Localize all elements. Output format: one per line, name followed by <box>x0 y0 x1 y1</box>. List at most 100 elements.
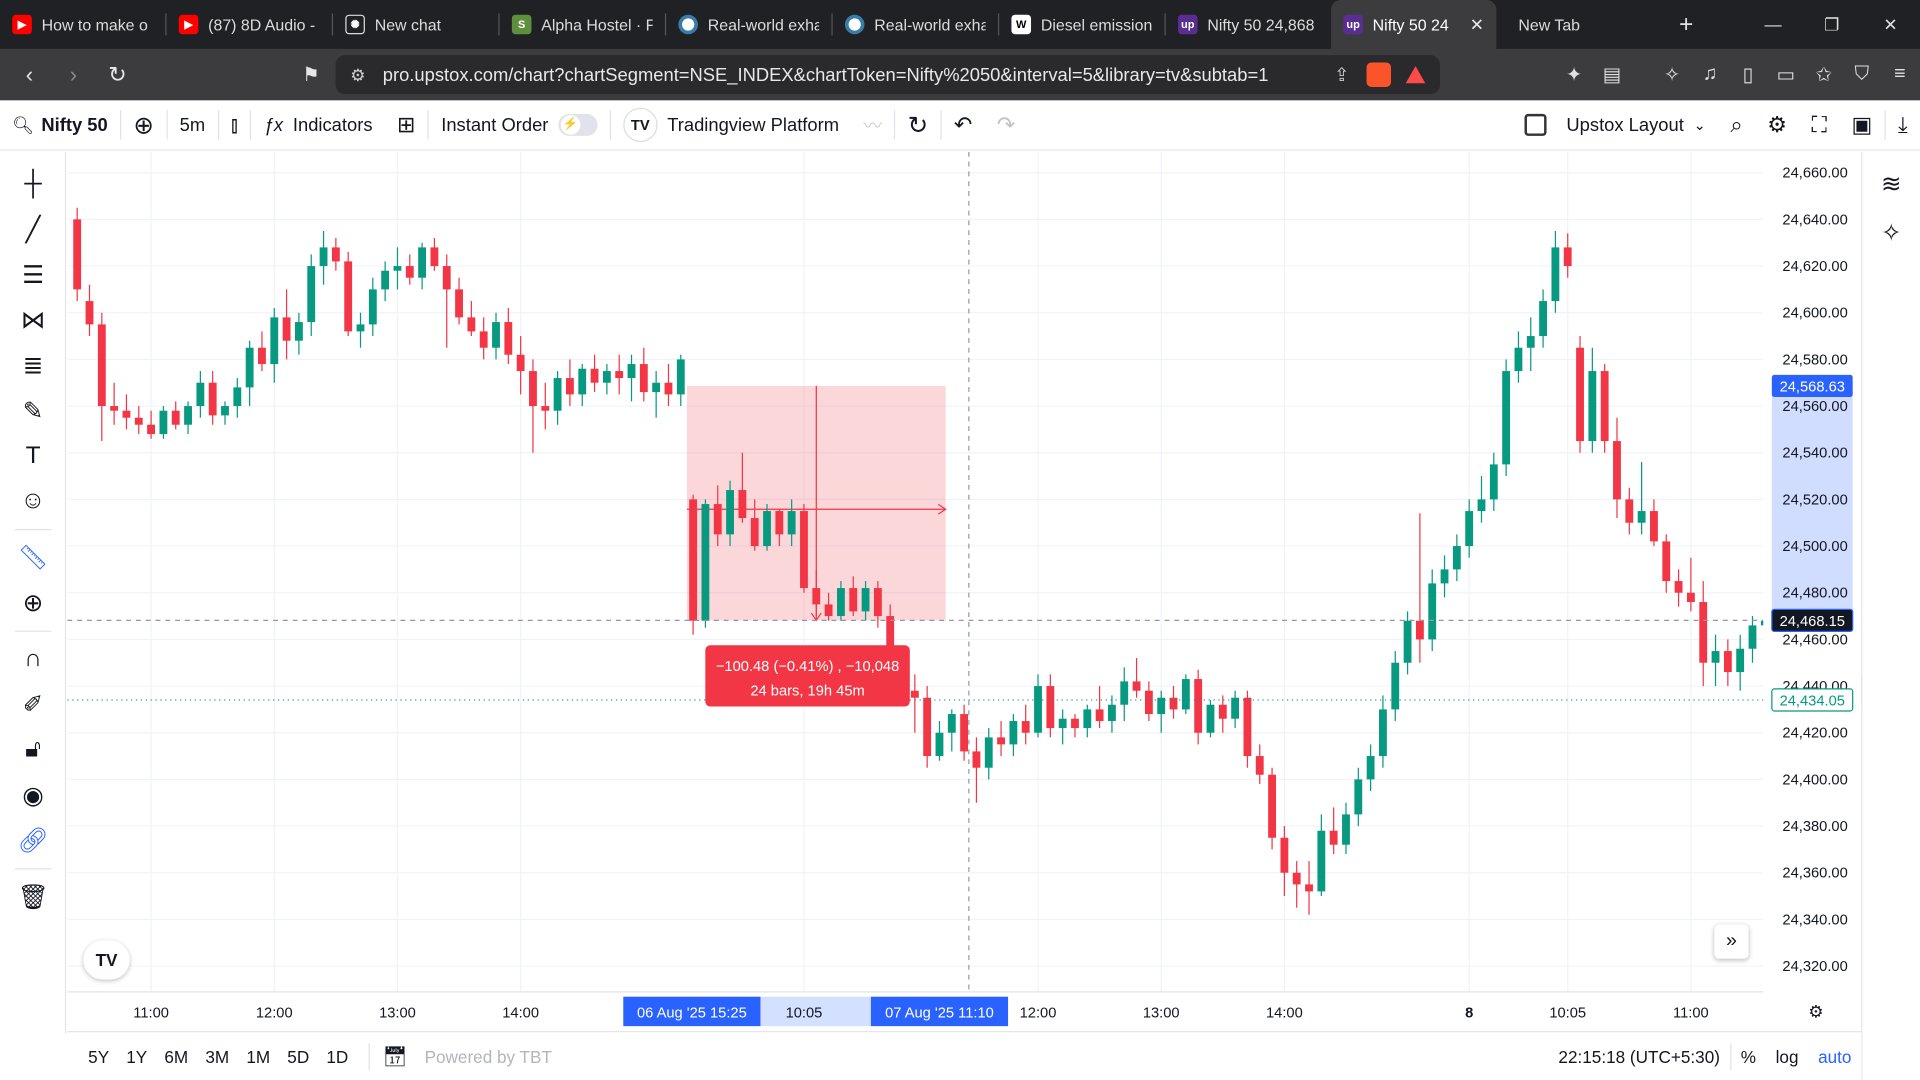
fullscreen-button[interactable]: ⛶ <box>1799 100 1839 150</box>
browser-tab[interactable]: Real-world exha <box>666 0 831 49</box>
pattern-icon[interactable]: ⋈ <box>20 307 46 335</box>
minimize-icon[interactable]: — <box>1764 14 1782 35</box>
candle-body <box>1058 718 1067 729</box>
emoji-icon[interactable]: ☺ <box>20 487 46 515</box>
crosshair-price-label: 24,468.15 <box>1780 614 1845 630</box>
restore-icon[interactable]: ❐ <box>1824 14 1840 34</box>
percent-toggle[interactable]: % <box>1740 1046 1757 1066</box>
brave-rewards-icon[interactable] <box>1405 66 1426 84</box>
browser-tab[interactable]: S Alpha Hostel · F <box>500 0 665 49</box>
layers-icon[interactable]: ≋ <box>1880 170 1902 198</box>
lock-drawing-icon[interactable]: ✐ <box>22 691 44 719</box>
refresh-button[interactable]: ↻ <box>895 100 940 150</box>
close-window-icon[interactable]: ✕ <box>1883 14 1898 34</box>
price-tick-label: 24,460.00 <box>1782 632 1847 648</box>
music-icon[interactable]: ♫ <box>1702 63 1718 85</box>
price-tick-label: 24,620.00 <box>1782 259 1847 275</box>
fib-lines-icon[interactable]: ☰ <box>22 262 45 289</box>
brave-shield-icon[interactable] <box>1366 62 1392 87</box>
text-icon[interactable]: T <box>25 442 41 469</box>
camera-icon: ▣ <box>1851 112 1873 137</box>
browser-tab[interactable]: ✺ New chat <box>333 0 498 49</box>
settings-button[interactable]: ⚙ <box>1755 100 1799 150</box>
platform-switch[interactable]: TV Tradingview Platform <box>611 100 851 150</box>
price-chart[interactable]: 24,320.00 24,340.00 24,360.00 24,380.00 24,4… <box>67 151 1862 1032</box>
templates-button[interactable]: ⊞ <box>385 100 428 150</box>
browser-tab[interactable]: up Nifty 50 24,868 <box>1166 0 1331 49</box>
log-toggle[interactable]: log <box>1775 1046 1799 1066</box>
range-5y[interactable]: 5Y <box>88 1046 110 1066</box>
instant-order-toggle[interactable]: Instant Order <box>429 100 610 150</box>
quick-search-button[interactable]: ⌕ <box>1718 100 1755 150</box>
compare-symbol-button[interactable]: ⊕ <box>121 100 166 150</box>
scroll-to-realtime-button[interactable]: » <box>1714 924 1749 959</box>
close-tab-icon[interactable]: ✕ <box>1469 14 1485 34</box>
browser-tab[interactable]: ▶ How to make o <box>0 0 165 49</box>
price-tick-label: 24,640.00 <box>1782 212 1847 228</box>
vpn-icon[interactable]: ⛉ <box>1854 63 1870 85</box>
reader-mode-icon[interactable]: ▤ <box>1602 64 1622 86</box>
ruler-icon[interactable]: 📏︎ <box>17 544 49 572</box>
indicators-button[interactable]: ƒx Indicators <box>251 100 384 150</box>
layout-checkbox[interactable] <box>1524 113 1547 136</box>
range-5d[interactable]: 5D <box>287 1046 310 1066</box>
bookmark-icon[interactable]: ⚑ <box>302 64 320 86</box>
shopify-icon: S <box>511 14 532 35</box>
tradingview-logo-icon[interactable]: TV <box>83 940 130 980</box>
browser-tab[interactable]: New Tab <box>1496 0 1661 49</box>
undo-button[interactable]: ↶ <box>942 100 985 150</box>
forward-icon[interactable]: › <box>69 61 78 87</box>
zoom-in-icon[interactable]: ⊕ <box>22 590 44 618</box>
browser-tab[interactable]: ▶ (87) 8D Audio - <box>167 0 332 49</box>
candle-body <box>1428 583 1437 640</box>
range-6m[interactable]: 6M <box>164 1046 189 1066</box>
share-icon[interactable]: ⇪ <box>1333 64 1350 86</box>
browser-tab[interactable]: Real-world exha <box>833 0 998 49</box>
range-3m[interactable]: 3M <box>205 1046 230 1066</box>
trend-line-icon[interactable]: ╱ <box>25 216 41 244</box>
clock-label[interactable]: 22:15:18 (UTC+5:30) <box>1558 1046 1720 1066</box>
reload-icon[interactable]: ↻ <box>108 61 127 87</box>
link-icon[interactable]: 🔗︎ <box>17 827 49 855</box>
range-1d[interactable]: 1D <box>326 1046 349 1066</box>
menu-icon[interactable]: ≡ <box>1894 63 1906 85</box>
prediction-icon[interactable]: ≣ <box>22 352 44 380</box>
browser-tab-active[interactable]: up Nifty 50 24 ✕ <box>1331 0 1497 49</box>
candle-body <box>910 690 919 698</box>
browser-tab[interactable]: W Diesel emission <box>999 0 1164 49</box>
eye-icon[interactable]: ◉ <box>22 782 44 810</box>
chart-type-button[interactable]: ⫾ <box>219 100 251 150</box>
leo-icon[interactable]: ✧ <box>1663 64 1681 86</box>
crosshair-icon[interactable]: ┼ <box>24 170 42 198</box>
url-field[interactable]: ⚙ pro.upstox.com/chart?chartSegment=NSE_… <box>335 55 1441 95</box>
puzzle-icon[interactable]: ✦ <box>1565 64 1583 86</box>
candle-body <box>1452 546 1461 570</box>
candle-body <box>750 518 759 547</box>
candle-body <box>196 382 205 407</box>
last-price-label: 24,434.05 <box>1780 693 1845 709</box>
price-tick-label: 24,380.00 <box>1782 819 1847 835</box>
back-icon[interactable]: ‹ <box>25 61 34 87</box>
redo-button[interactable]: ↷ <box>985 100 1028 150</box>
candle-body <box>455 289 463 318</box>
sidebar-icon[interactable]: ▯ <box>1742 64 1754 86</box>
site-settings-icon[interactable]: ⚙ <box>350 64 366 84</box>
lock-icon[interactable]: 🔓︎ <box>25 735 42 763</box>
range-1m[interactable]: 1M <box>246 1046 271 1066</box>
symbol-search[interactable]: 🔍︎ Nifty 50 <box>0 100 120 150</box>
range-1y[interactable]: 1Y <box>126 1046 148 1066</box>
auto-toggle[interactable]: auto <box>1818 1046 1852 1066</box>
layout-select[interactable]: Upstox Layout ⌄ <box>1513 100 1719 150</box>
new-tab-button[interactable]: + <box>1678 10 1694 38</box>
brush-icon[interactable]: ✎ <box>22 397 44 425</box>
interval-button[interactable]: 5m <box>167 100 217 150</box>
date-range-icon[interactable]: 📅︎ <box>382 1046 408 1068</box>
trash-icon[interactable]: 🗑︎ <box>17 884 49 912</box>
magnet-icon[interactable]: ∩ <box>24 645 42 673</box>
download-button[interactable]: ⤓ <box>1886 100 1920 150</box>
screenshot-button[interactable]: ▣ <box>1839 100 1884 150</box>
candle-body <box>627 364 636 379</box>
ai-icon[interactable]: ✩ <box>1815 64 1833 86</box>
wallet-icon[interactable]: ▭ <box>1776 64 1796 86</box>
sparkle-icon[interactable]: ✧ <box>1880 219 1902 247</box>
